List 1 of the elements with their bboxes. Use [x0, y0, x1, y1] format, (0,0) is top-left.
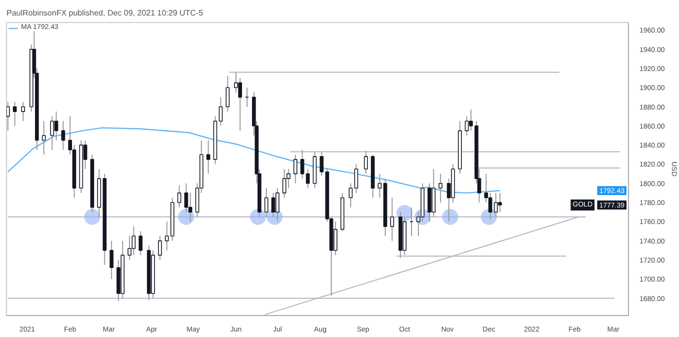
- chart-title: PaulRobinsonFX published, Dec 09, 2021 10:29 UTC-5: [6, 8, 204, 18]
